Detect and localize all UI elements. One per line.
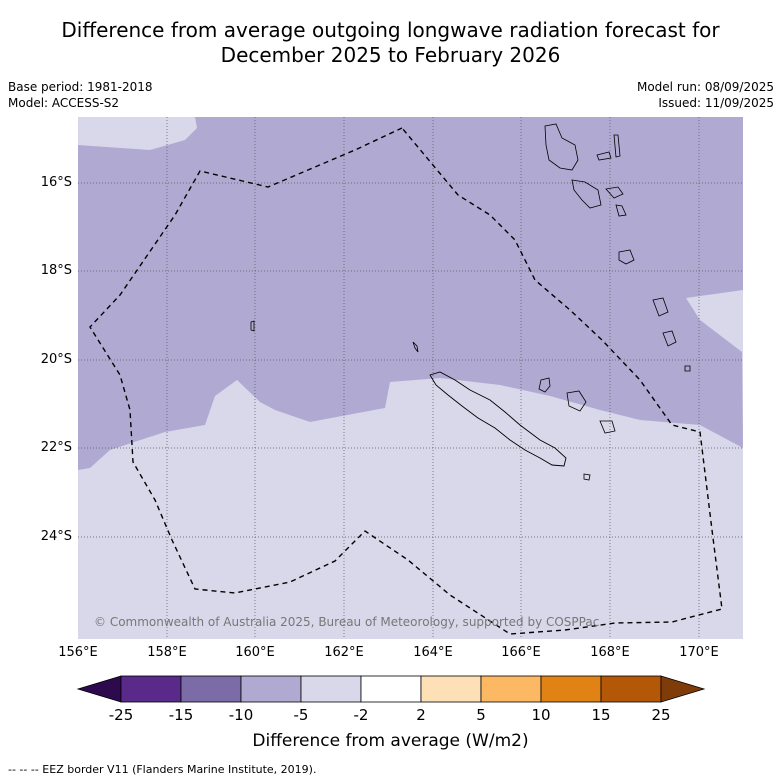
colorbar-extend-low [76, 675, 122, 703]
erromango [652, 297, 669, 317]
lon-label-158e: 158°E [147, 645, 187, 660]
cb-tick: 2 [416, 706, 426, 724]
cb-tick: 25 [651, 706, 671, 724]
cb-tick: 10 [531, 706, 551, 724]
lon-label-160e: 160°E [235, 645, 275, 660]
espiritu-santo [544, 123, 579, 171]
aneityum [684, 365, 691, 372]
epi [615, 204, 627, 217]
title-line-2: December 2025 to February 2026 [220, 43, 561, 67]
efate [618, 249, 635, 265]
model-name: Model: ACCESS-S2 [8, 96, 120, 110]
meta-left: Base period: 1981-2018 Model: ACCESS-S2 [8, 79, 153, 111]
eez-legend: -- -- -- EEZ border V11 (Flanders Marine… [8, 763, 317, 776]
colorbar-swatch [480, 675, 542, 703]
ouvea-island [538, 377, 551, 393]
lat-label-18s: 18°S [40, 263, 72, 278]
colorbar-swatch [360, 675, 422, 703]
isle-of-pines [583, 473, 591, 481]
cb-tick: -5 [293, 706, 309, 724]
colorbar-swatch [180, 675, 242, 703]
maewo [613, 134, 621, 158]
mare-island [599, 420, 616, 434]
lat-label-16s: 16°S [40, 175, 72, 190]
anomaly-band-darker [78, 117, 743, 470]
ambae [596, 151, 612, 161]
colorbar-extend-high [660, 675, 706, 703]
copyright-notice: © Commonwealth of Australia 2025, Bureau… [94, 615, 599, 629]
base-period: Base period: 1981-2018 [8, 80, 153, 94]
gridlines [78, 117, 743, 639]
lon-label-156e: 156°E [58, 645, 98, 660]
lifou-island [566, 390, 587, 412]
colorbar-swatch [420, 675, 482, 703]
pentecost [605, 186, 624, 199]
new-caledonia-island [429, 371, 567, 467]
lon-label-168e: 168°E [590, 645, 630, 660]
colorbar-swatch [120, 675, 182, 703]
lat-label-22s: 22°S [40, 440, 72, 455]
lon-label-170e: 170°E [679, 645, 719, 660]
malekula [571, 179, 602, 209]
lon-label-166e: 166°E [501, 645, 541, 660]
lon-label-162e: 162°E [324, 645, 364, 660]
belep-islands [412, 341, 419, 353]
lon-label-164e: 164°E [413, 645, 453, 660]
issued-date: Issued: 11/09/2025 [658, 96, 774, 110]
model-run: Model run: 08/09/2025 [636, 80, 774, 94]
meta-right: Model run: 08/09/2025 Issued: 11/09/2025 [637, 79, 774, 111]
cb-tick: -2 [353, 706, 369, 724]
cb-tick: -10 [228, 706, 254, 724]
chart-title: Difference from average outgoing longwav… [0, 18, 781, 68]
cb-tick: -15 [168, 706, 194, 724]
colorbar-label: Difference from average (W/m2) [252, 731, 529, 751]
tanna [662, 330, 677, 347]
chesterfield-islet [250, 320, 255, 332]
lat-label-24s: 24°S [40, 529, 72, 544]
colorbar-swatch [240, 675, 302, 703]
lat-label-20s: 20°S [40, 352, 72, 367]
colorbar-swatch [540, 675, 602, 703]
vanuatu-islands [544, 123, 691, 372]
cb-tick: 5 [476, 706, 486, 724]
title-line-1: Difference from average outgoing longwav… [61, 18, 720, 42]
colorbar-swatch [600, 675, 662, 703]
cb-tick: 15 [591, 706, 611, 724]
colorbar-swatch [300, 675, 362, 703]
cb-tick: -25 [108, 706, 134, 724]
